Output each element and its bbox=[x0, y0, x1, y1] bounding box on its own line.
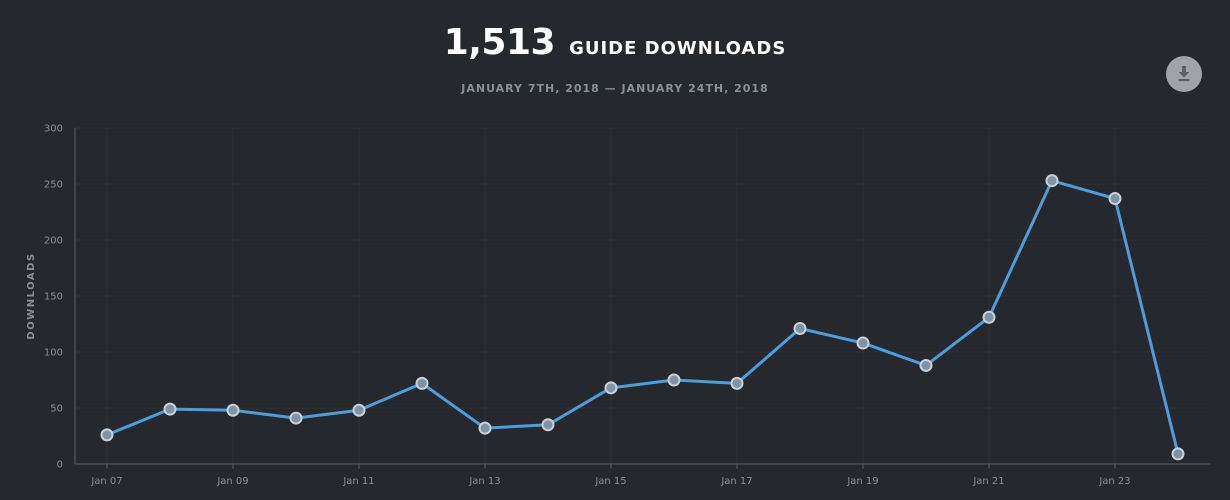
x-tick-label: Jan 21 bbox=[972, 476, 1004, 487]
y-tick-label: 0 bbox=[57, 460, 63, 471]
data-point bbox=[226, 403, 240, 417]
y-tick-label: 150 bbox=[44, 292, 63, 303]
data-point bbox=[1045, 174, 1059, 188]
y-tick-label: 100 bbox=[44, 348, 63, 359]
headline: 1,513 GUIDE DOWNLOADS bbox=[444, 22, 787, 63]
data-point bbox=[667, 373, 681, 387]
x-tick-label: Jan 09 bbox=[216, 476, 248, 487]
y-tick-label: 300 bbox=[44, 124, 63, 135]
x-tick-label: Jan 11 bbox=[342, 476, 374, 487]
x-tick-label: Jan 19 bbox=[846, 476, 878, 487]
series-line bbox=[105, 179, 1180, 456]
download-button[interactable] bbox=[1166, 56, 1202, 92]
data-point bbox=[730, 376, 744, 390]
data-point bbox=[541, 418, 555, 432]
y-axis-title: DOWNLOADS bbox=[26, 252, 37, 339]
data-point bbox=[415, 376, 429, 390]
y-tick-label: 250 bbox=[44, 180, 63, 191]
y-tick-label: 50 bbox=[50, 404, 63, 415]
data-point bbox=[1108, 192, 1122, 206]
data-point bbox=[478, 421, 492, 435]
metric-label: GUIDE DOWNLOADS bbox=[569, 38, 787, 59]
download-icon bbox=[1178, 66, 1190, 82]
x-tick-label: Jan 15 bbox=[594, 476, 626, 487]
data-point bbox=[919, 358, 933, 372]
y-tick-label: 200 bbox=[44, 236, 63, 247]
x-tick-label: Jan 13 bbox=[468, 476, 500, 487]
data-point bbox=[163, 402, 177, 416]
x-tick-label: Jan 17 bbox=[720, 476, 752, 487]
chart-header: 1,513 GUIDE DOWNLOADS bbox=[0, 22, 1230, 63]
data-point bbox=[856, 336, 870, 350]
data-point bbox=[793, 321, 807, 335]
data-point bbox=[100, 428, 114, 442]
date-range: JANUARY 7TH, 2018 — JANUARY 24TH, 2018 bbox=[461, 82, 769, 95]
data-point bbox=[1171, 447, 1185, 461]
data-point bbox=[604, 381, 618, 395]
data-point bbox=[289, 411, 303, 425]
total-downloads-value: 1,513 bbox=[443, 22, 556, 63]
data-point bbox=[352, 403, 366, 417]
data-point bbox=[982, 310, 996, 324]
x-tick-label: Jan 23 bbox=[1098, 476, 1130, 487]
x-tick-label: Jan 07 bbox=[90, 476, 122, 487]
